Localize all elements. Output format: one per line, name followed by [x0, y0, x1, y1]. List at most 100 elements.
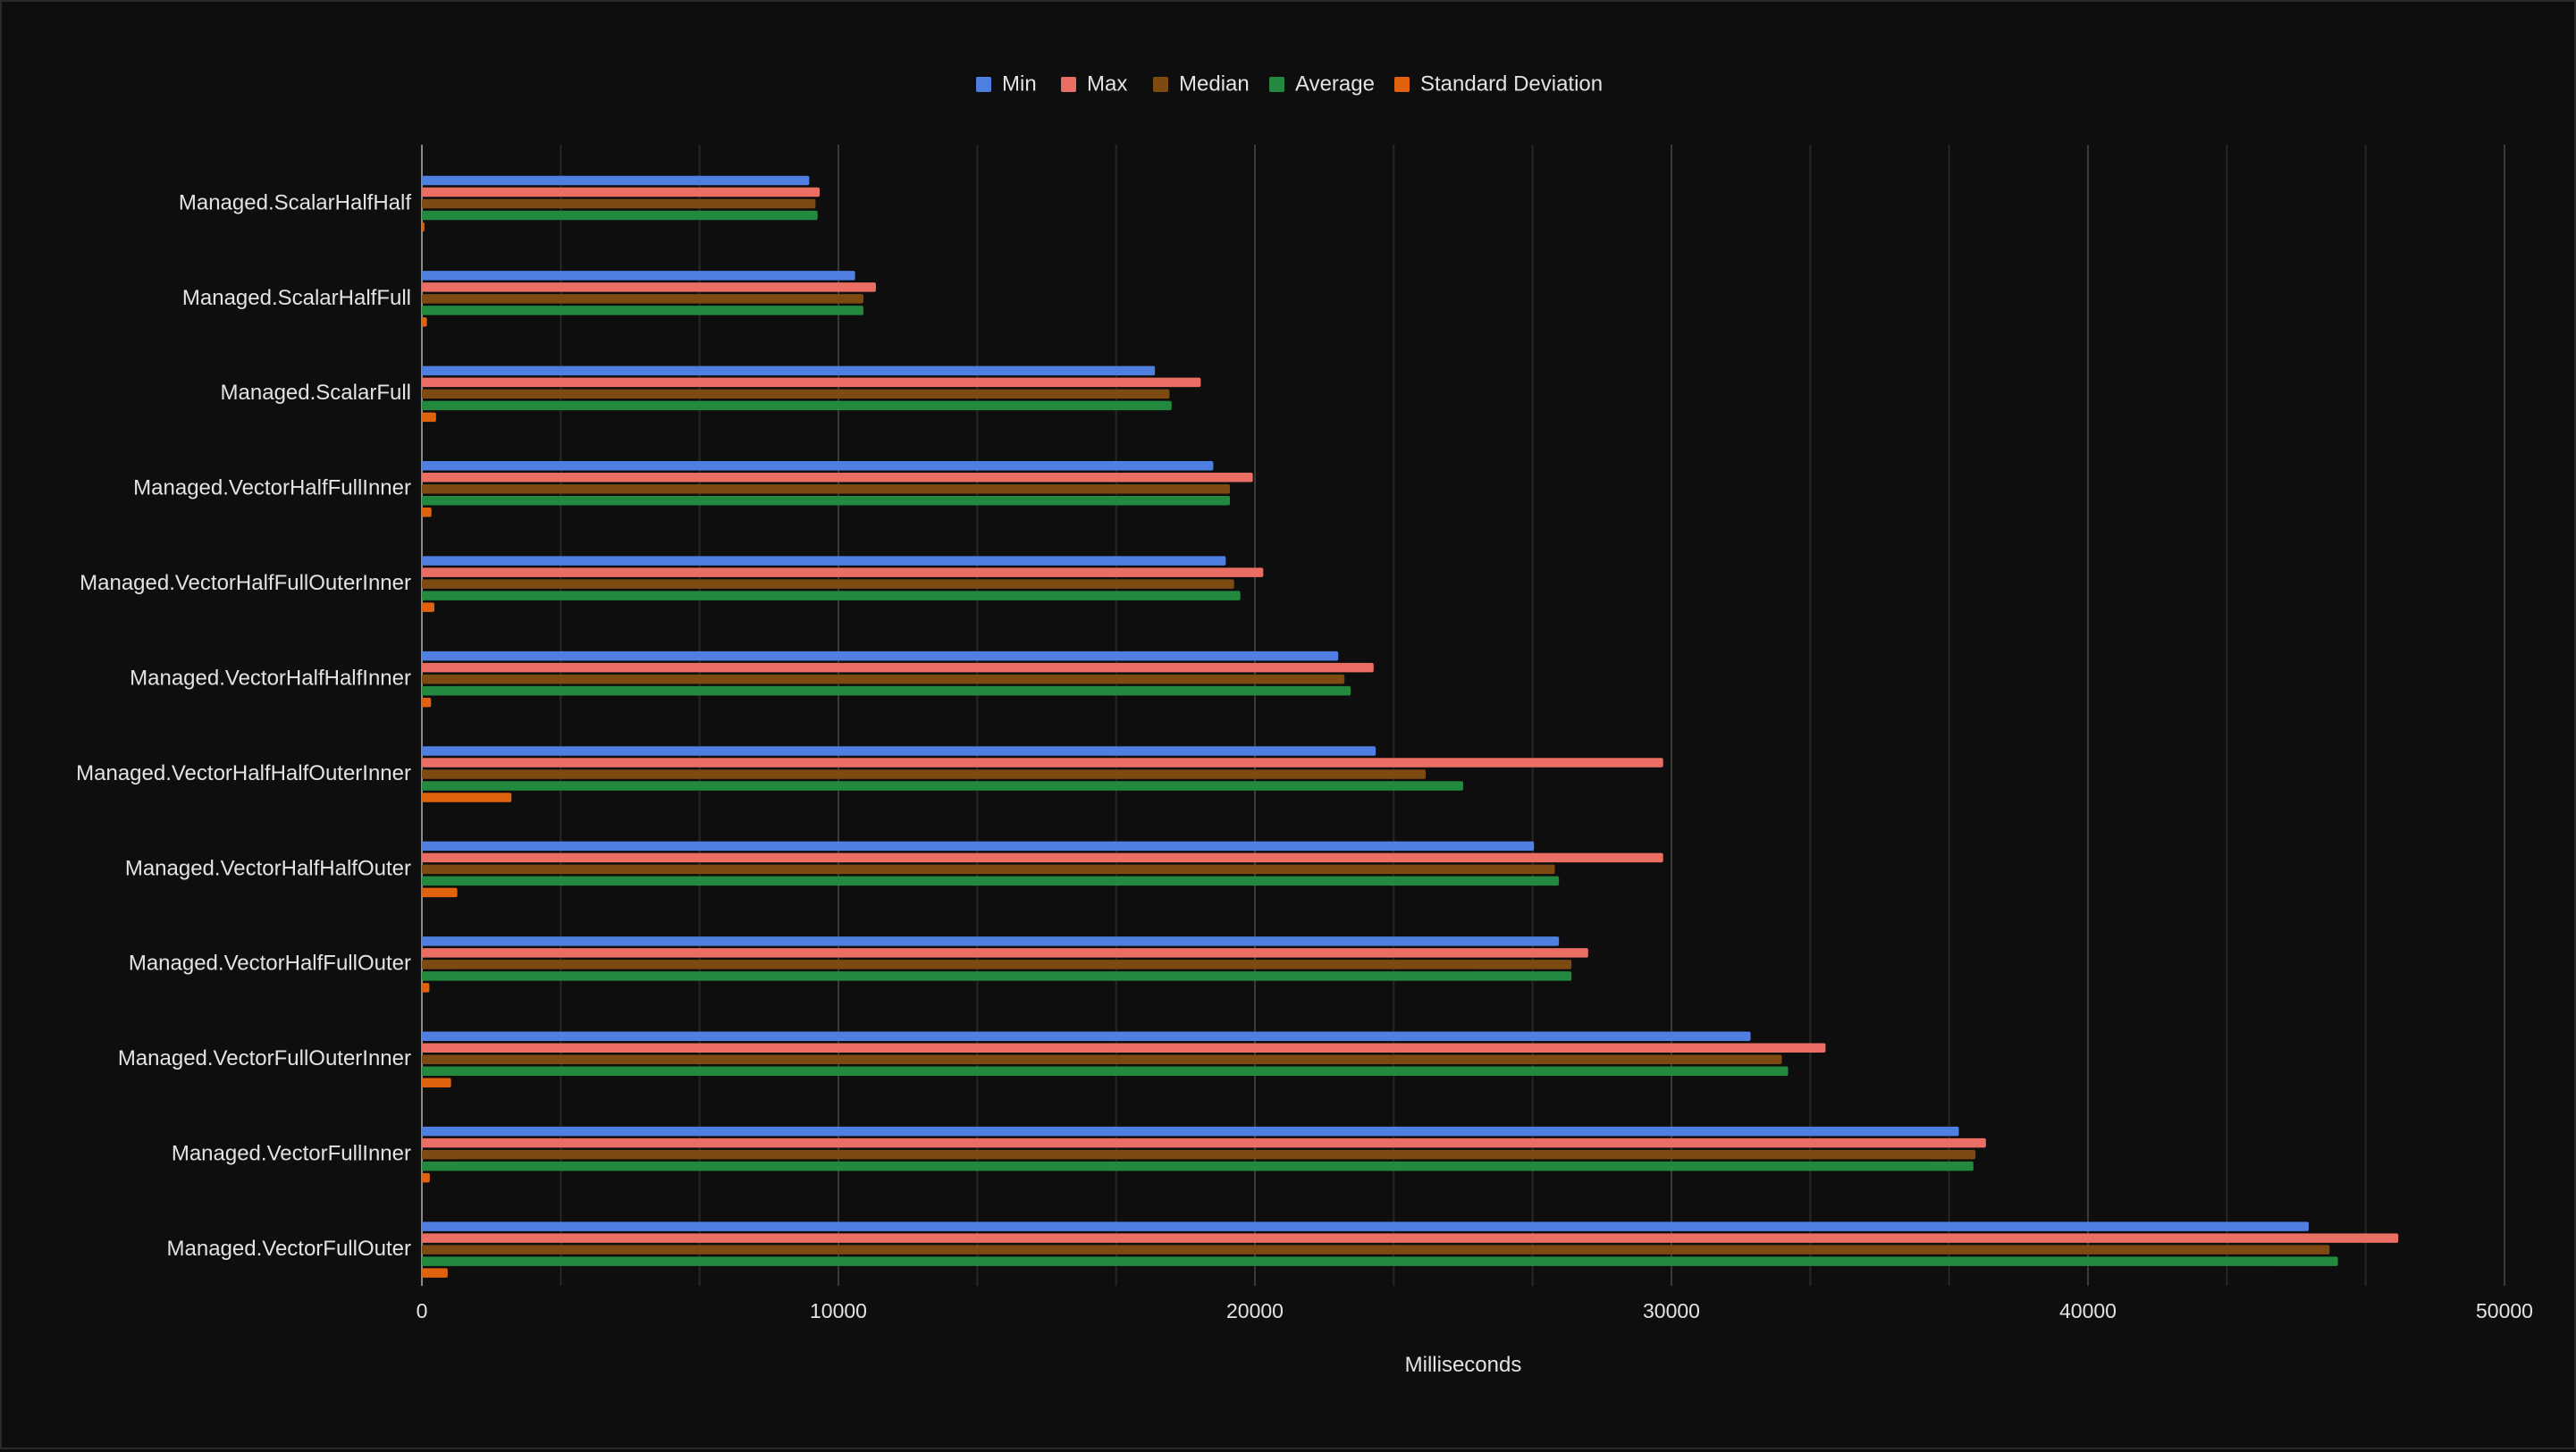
legend-swatch [1394, 77, 1410, 92]
bar-standard-deviation-managed-scalarhalffull[interactable] [422, 317, 427, 327]
category-labels: Managed.ScalarHalfHalf Managed.ScalarHalf… [76, 190, 411, 1261]
x-tick-labels: 0 10000 20000 30000 40000 50000 [417, 1299, 2533, 1322]
category-label: Managed.VectorFullOuterInner [118, 1046, 411, 1070]
bar-max-managed-vectorhalffullouterinner[interactable] [422, 567, 1264, 577]
grid-lines [421, 145, 2505, 1286]
category-label: Managed.VectorHalfHalfOuter [125, 856, 411, 880]
category-label: Managed.VectorHalfHalfOuterInner [76, 761, 411, 785]
legend: Min Max Median Average Standard Deviation [976, 71, 1603, 96]
bar-standard-deviation-managed-scalarhalfhalf[interactable] [422, 222, 425, 232]
bar-max-managed-vectorhalfhalfinner[interactable] [422, 662, 1374, 673]
bar-standard-deviation-managed-vectorhalffullinner[interactable] [422, 508, 432, 517]
bar-average-managed-vectorhalfhalfouter[interactable] [422, 876, 1560, 886]
legend-item-min[interactable]: Min [976, 71, 1037, 96]
category-label: Managed.VectorFullOuter [167, 1237, 411, 1261]
bar-max-managed-scalarhalffull[interactable] [422, 282, 876, 292]
bar-average-managed-vectorfullouter[interactable] [422, 1256, 2338, 1266]
category-label: Managed.ScalarFull [221, 381, 411, 405]
bar-max-managed-vectorhalffullouter[interactable] [422, 948, 1588, 958]
legend-label: Median [1179, 71, 1250, 96]
legend-swatch [1061, 77, 1076, 92]
category-label: Managed.ScalarHalfHalf [179, 190, 411, 214]
bar-standard-deviation-managed-vectorhalfhalfouter[interactable] [422, 887, 458, 898]
category-label: Managed.ScalarHalfFull [182, 286, 411, 310]
bar-median-managed-vectorfullouterinner[interactable] [422, 1054, 1782, 1065]
legend-label: Average [1295, 71, 1375, 96]
bar-median-managed-vectorfullinner[interactable] [422, 1149, 1976, 1160]
bar-min-managed-vectorhalffullouter[interactable] [422, 936, 1560, 946]
x-tick-label: 50000 [2476, 1299, 2533, 1322]
legend-swatch [976, 77, 991, 92]
bar-min-managed-vectorhalfhalfinner[interactable] [422, 650, 1339, 661]
bar-standard-deviation-managed-vectorfullouterinner[interactable] [422, 1078, 451, 1088]
bar-median-managed-vectorhalfhalfinner[interactable] [422, 674, 1345, 684]
bar-average-managed-scalarhalffull[interactable] [422, 306, 863, 315]
bar-standard-deviation-managed-vectorhalfhalfouterinner[interactable] [422, 793, 512, 802]
x-tick-label: 0 [417, 1299, 428, 1322]
x-tick-label: 20000 [1226, 1299, 1284, 1322]
bar-max-managed-vectorhalfhalfouterinner[interactable] [422, 758, 1663, 768]
bar-max-managed-vectorfullouterinner[interactable] [422, 1043, 1826, 1053]
legend-label: Min [1002, 71, 1037, 96]
bar-standard-deviation-managed-vectorhalffullouterinner[interactable] [422, 602, 434, 612]
bar-min-managed-vectorhalfhalfouter[interactable] [422, 841, 1535, 852]
bar-median-managed-vectorfullouter[interactable] [422, 1245, 2330, 1255]
bar-average-managed-vectorfullouterinner[interactable] [422, 1066, 1789, 1077]
bar-median-managed-scalarfull[interactable] [422, 389, 1170, 399]
bar-max-managed-scalarfull[interactable] [422, 377, 1201, 388]
bar-standard-deviation-managed-vectorhalffullouter[interactable] [422, 983, 430, 993]
bar-median-managed-scalarhalffull[interactable] [422, 294, 863, 304]
legend-item-max[interactable]: Max [1061, 71, 1127, 96]
bar-min-managed-vectorhalffullouterinner[interactable] [422, 556, 1226, 566]
bar-median-managed-vectorhalfhalfouterinner[interactable] [422, 769, 1427, 779]
bar-average-managed-vectorhalffullouterinner[interactable] [422, 591, 1241, 600]
bar-max-managed-vectorfullinner[interactable] [422, 1137, 1986, 1148]
bar-standard-deviation-managed-scalarfull[interactable] [422, 412, 436, 423]
legend-swatch [1153, 77, 1168, 92]
legend-item-average[interactable]: Average [1269, 71, 1375, 96]
legend-label: Standard Deviation [1420, 71, 1603, 96]
bars [422, 175, 2399, 1278]
x-tick-label: 30000 [1643, 1299, 1700, 1322]
bar-max-managed-vectorhalfhalfouter[interactable] [422, 852, 1663, 863]
bar-average-managed-vectorhalffullinner[interactable] [422, 496, 1231, 506]
category-label: Managed.VectorHalfFullOuterInner [80, 571, 411, 595]
x-axis-title: Milliseconds [1405, 1353, 1522, 1377]
bar-min-managed-vectorfullouter[interactable] [422, 1221, 2309, 1231]
x-tick-label: 10000 [810, 1299, 867, 1322]
bar-average-managed-vectorhalfhalfinner[interactable] [422, 685, 1351, 696]
category-label: Managed.VectorHalfFullInner [133, 476, 411, 500]
legend-label: Max [1087, 71, 1127, 96]
bar-average-managed-vectorfullinner[interactable] [422, 1161, 1974, 1171]
bar-average-managed-vectorhalffullouter[interactable] [422, 971, 1572, 981]
bar-standard-deviation-managed-vectorhalfhalfinner[interactable] [422, 697, 432, 708]
x-tick-label: 40000 [2059, 1299, 2117, 1322]
bar-median-managed-vectorhalffullouterinner[interactable] [422, 579, 1234, 589]
bar-min-managed-vectorhalffullinner[interactable] [422, 461, 1214, 471]
legend-swatch [1269, 77, 1284, 92]
bar-standard-deviation-managed-vectorfullinner[interactable] [422, 1172, 430, 1183]
bar-median-managed-vectorhalffullouter[interactable] [422, 960, 1572, 969]
bar-median-managed-scalarhalfhalf[interactable] [422, 198, 816, 209]
bar-median-managed-vectorhalffullinner[interactable] [422, 484, 1231, 494]
category-label: Managed.VectorHalfHalfInner [130, 666, 411, 690]
bar-average-managed-scalarhalfhalf[interactable] [422, 210, 818, 221]
bar-max-managed-vectorhalffullinner[interactable] [422, 473, 1253, 483]
bar-median-managed-vectorhalfhalfouter[interactable] [422, 864, 1555, 875]
bar-min-managed-vectorhalfhalfouterinner[interactable] [422, 746, 1376, 756]
bar-standard-deviation-managed-vectorfullouter[interactable] [422, 1268, 448, 1278]
bar-max-managed-scalarhalfhalf[interactable] [422, 187, 821, 197]
legend-item-standard-deviation[interactable]: Standard Deviation [1394, 71, 1603, 96]
bar-min-managed-scalarhalfhalf[interactable] [422, 175, 810, 186]
category-label: Managed.VectorHalfFullOuter [129, 952, 411, 976]
bar-average-managed-scalarfull[interactable] [422, 400, 1172, 411]
legend-item-median[interactable]: Median [1153, 71, 1250, 96]
bar-min-managed-scalarhalffull[interactable] [422, 271, 855, 281]
bar-max-managed-vectorfullouter[interactable] [422, 1233, 2399, 1243]
bar-min-managed-scalarfull[interactable] [422, 365, 1156, 376]
bar-min-managed-vectorfullouterinner[interactable] [422, 1031, 1751, 1042]
bar-average-managed-vectorhalfhalfouterinner[interactable] [422, 781, 1463, 791]
bar-min-managed-vectorfullinner[interactable] [422, 1126, 1959, 1137]
